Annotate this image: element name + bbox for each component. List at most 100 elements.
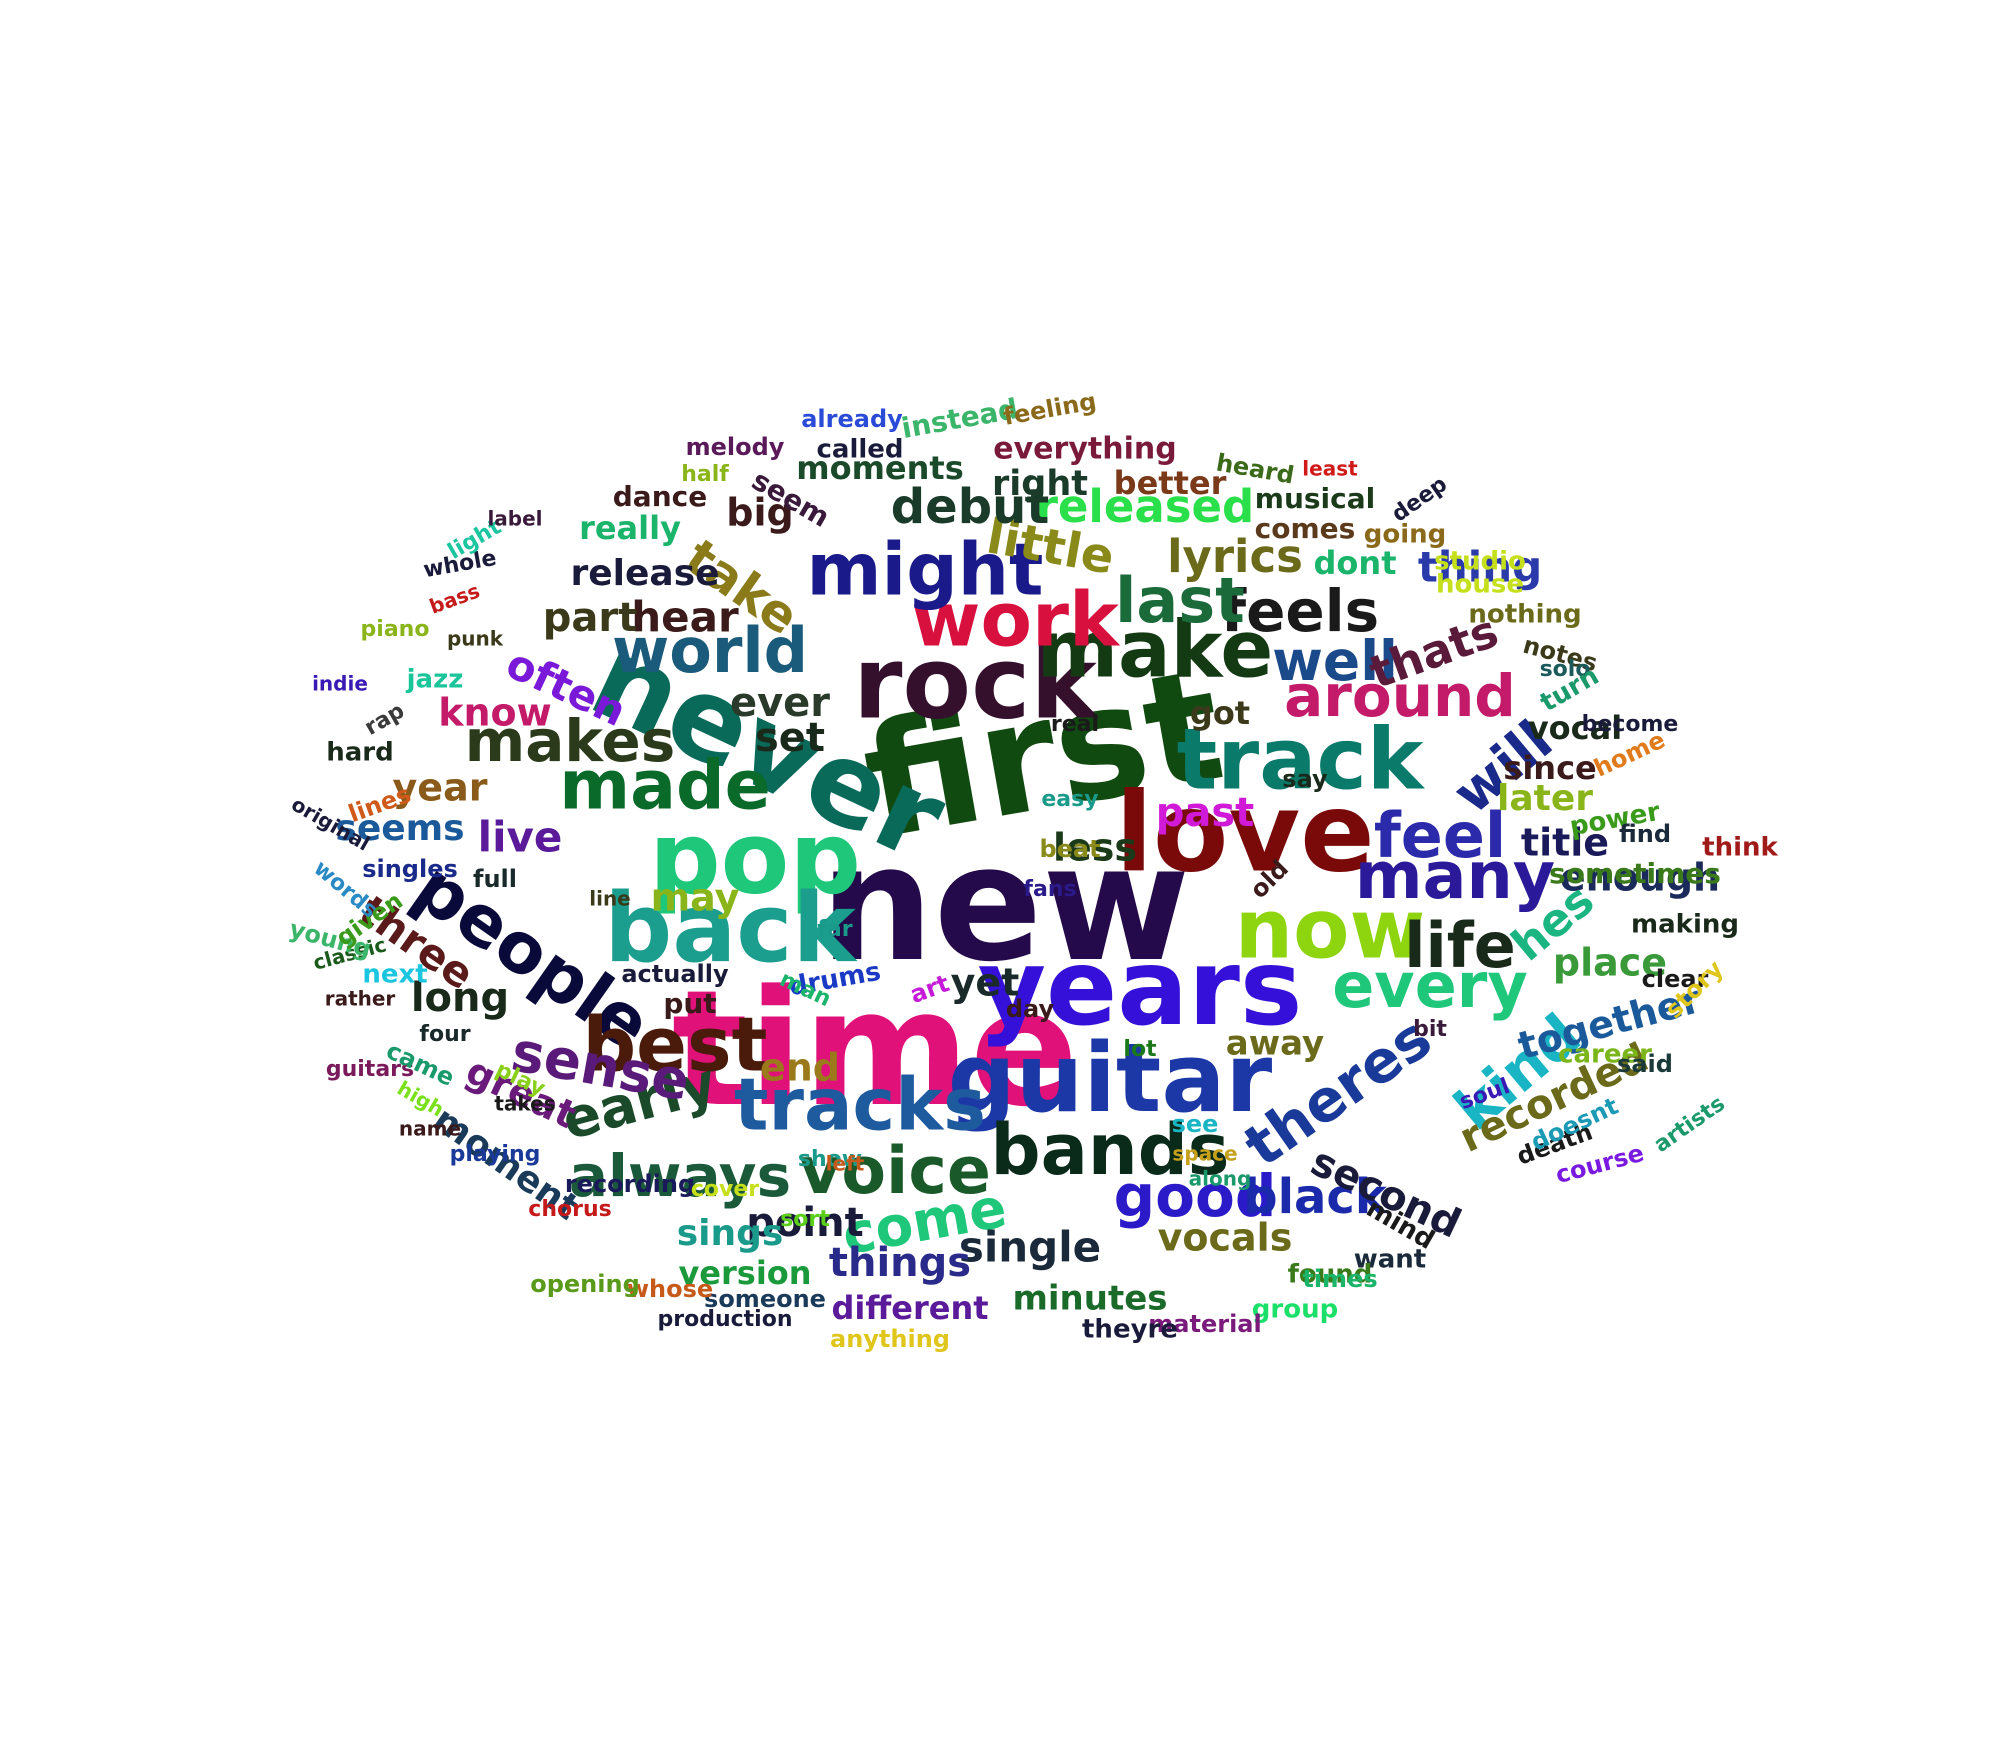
word-recording: recording [565, 1170, 695, 1198]
word-jazz: jazz [406, 665, 464, 695]
word-takes: takes [494, 1092, 555, 1116]
word-put: put [663, 987, 716, 1020]
word-guitars: guitars [326, 1057, 414, 1082]
word-opening: opening [530, 1270, 640, 1298]
word-make: make [1037, 605, 1274, 695]
word-back: back [604, 874, 857, 984]
word-material: material [1148, 1310, 1261, 1338]
word-always: always [569, 1142, 791, 1210]
word-see: see [1172, 1110, 1219, 1138]
word-half: half [681, 462, 729, 487]
word-sort: sort [780, 1207, 830, 1232]
word-work: work [911, 576, 1121, 664]
word-career: career [1558, 1040, 1652, 1070]
word-rock: rock [853, 624, 1099, 741]
word-voice: voice [799, 1134, 991, 1209]
word-track: track [1177, 710, 1426, 809]
word-thing: thing [1418, 543, 1542, 592]
word-last: last [1115, 564, 1245, 637]
word-part: part [543, 595, 637, 641]
word-moments: moments [796, 449, 964, 487]
word-makes: makes [465, 707, 675, 775]
word-real: real [1051, 712, 1099, 737]
word-rather: rather [325, 987, 396, 1011]
word-production: production [658, 1307, 793, 1332]
word-right: right [992, 464, 1088, 504]
word-guitar: guitar [948, 1024, 1273, 1134]
word-debut: debut [891, 479, 1049, 535]
word-yet: yet [951, 961, 1020, 1005]
word-know: know [438, 691, 552, 735]
word-easy: easy [1041, 787, 1098, 812]
word-piano: piano [361, 617, 430, 642]
word-cover: cover [691, 1177, 759, 1202]
word-seems: seems [335, 808, 464, 849]
word-solo: solo [1540, 657, 1591, 682]
word-want: want [1354, 1245, 1427, 1275]
word-found: found [1288, 1260, 1373, 1290]
word-someone: someone [704, 1285, 826, 1313]
word-name: name [399, 1117, 461, 1141]
word-really: really [579, 509, 681, 547]
word-away: away [1226, 1024, 1324, 1064]
word-next: next [362, 960, 427, 990]
word-may: may [651, 876, 740, 920]
word-release: release [570, 553, 719, 594]
word-label: label [487, 507, 542, 531]
word-vocals: vocals [1158, 1216, 1293, 1260]
word-space: space [1172, 1142, 1237, 1166]
word-world: world [612, 614, 808, 687]
word-everything: everything [993, 432, 1176, 467]
word-new: new [820, 810, 1190, 997]
word-say: say [1282, 765, 1328, 793]
word-making: making [1631, 910, 1739, 940]
word-become: become [1582, 712, 1679, 737]
word-indie: indie [312, 672, 368, 696]
word-hear: hear [631, 593, 739, 642]
word-anything: anything [830, 1325, 950, 1353]
word-line: line [589, 887, 631, 911]
word-melody: melody [686, 433, 785, 461]
word-chorus: chorus [528, 1197, 611, 1222]
word-love: love [1115, 768, 1375, 896]
word-life: life [1404, 909, 1516, 982]
word-bands: bands [991, 1109, 1230, 1191]
word-beat: beat [1039, 835, 1100, 863]
word-group: group [1252, 1295, 1338, 1325]
word-long: long [411, 975, 509, 1021]
word-good: good [1114, 1162, 1277, 1230]
word-studio: studio [1434, 547, 1526, 577]
word-rap: rap [361, 698, 409, 740]
word-lyrics: lyrics [1167, 530, 1303, 583]
word-every: every [1332, 949, 1528, 1022]
word-minutes: minutes [1012, 1279, 1167, 1319]
word-well: well [1272, 629, 1398, 693]
word-punk: punk [447, 627, 504, 651]
word-now: now [1235, 882, 1425, 977]
word-full: full [473, 865, 517, 893]
word-many: many [1355, 839, 1555, 914]
word-since: since [1503, 749, 1596, 787]
word-whose: whose [627, 1275, 713, 1303]
word-artists: artists [1650, 1091, 1730, 1158]
word-enough: enough [1560, 856, 1720, 900]
word-might: might [807, 528, 1044, 612]
word-bass: bass [426, 578, 483, 618]
word-pop: pop [649, 799, 861, 916]
word-think: think [1702, 833, 1778, 863]
word-title: title [1521, 821, 1609, 865]
word-actually: actually [621, 960, 729, 988]
word-already: already [801, 405, 903, 433]
word-theyre: theyre [1082, 1315, 1178, 1345]
word-dont: dont [1314, 544, 1397, 582]
word-set: set [755, 715, 825, 761]
word-vocal: vocal [1528, 709, 1622, 747]
word-past: past [1156, 790, 1255, 836]
word-day: day [1006, 995, 1055, 1023]
word-released: released [1036, 480, 1255, 533]
word-live: live [478, 813, 563, 862]
word-sometimes: sometimes [1549, 857, 1721, 890]
word-comes: comes [1255, 512, 1356, 545]
